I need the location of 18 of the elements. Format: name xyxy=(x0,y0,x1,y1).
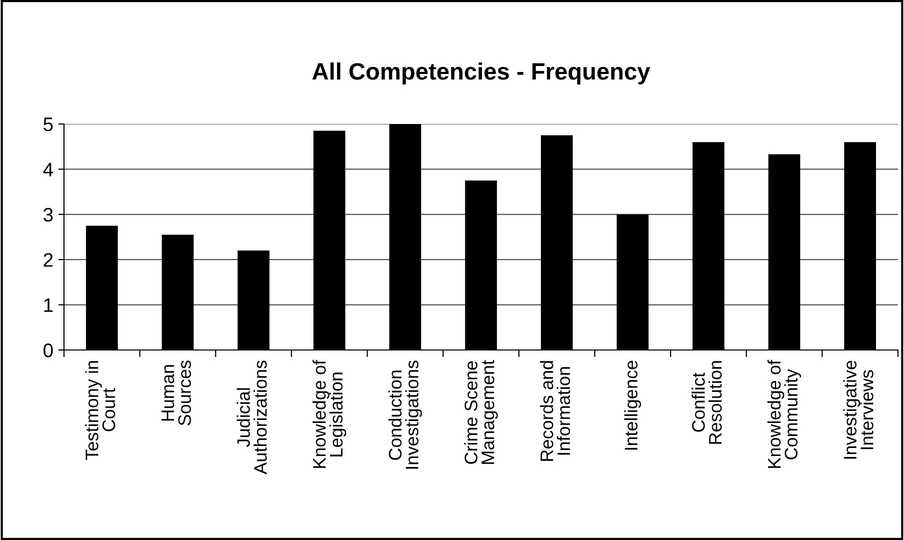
x-tick-label: Records and Information xyxy=(540,361,570,461)
x-tick-label: Crime Scene Management xyxy=(464,360,498,464)
y-tick-label: 3 xyxy=(44,208,53,222)
chart-title: All Competencies - Frequency xyxy=(312,62,650,84)
x-tick-label: Knowledge of Community xyxy=(767,360,802,468)
y-tick-label: 1 xyxy=(44,298,53,312)
x-tick-label: Knowledge of Legislation xyxy=(312,360,346,468)
y-tick-label: 4 xyxy=(43,162,54,176)
x-tick-label: Intelligence xyxy=(624,360,642,450)
y-tick-label: 5 xyxy=(44,118,53,132)
x-tick-label: Judicial Authorizations xyxy=(236,360,267,474)
x-tick-label: Testimony in Court xyxy=(85,361,116,460)
y-tick-label: 2 xyxy=(44,253,53,267)
x-tick-label: Investigative Interviews xyxy=(843,360,874,459)
x-tick-label: Human Sources xyxy=(162,360,191,426)
y-tick-label: 0 xyxy=(44,343,53,358)
x-tick-label: Conduction Investigations xyxy=(388,360,422,469)
x-tick-label: Conflict Resolution xyxy=(692,361,722,444)
